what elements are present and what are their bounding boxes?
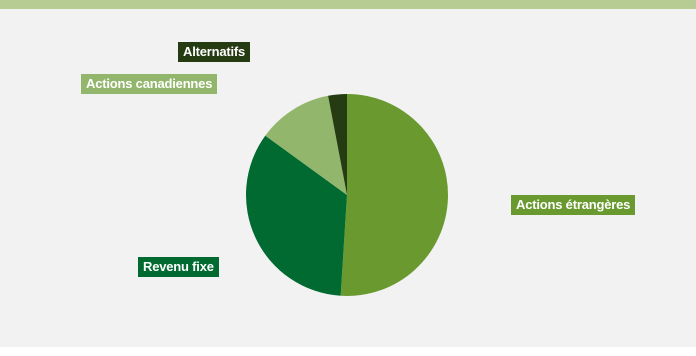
pie-slice-actions-trang-res [340, 94, 449, 296]
slice-label-actions-canadiennes: Actions canadiennes [81, 74, 218, 94]
slice-label-actions-etrangeres: Actions étrangères [511, 195, 636, 215]
pie-slice-actions-canadiennes [265, 95, 347, 195]
pie-slice-alternatifs [328, 94, 347, 195]
footer-strip [0, 347, 696, 356]
header-bar [0, 0, 696, 9]
pie-slice-revenu-fixe [245, 135, 347, 296]
slice-label-revenu-fixe: Revenu fixe [138, 257, 219, 277]
slice-label-alternatifs: Alternatifs [178, 42, 251, 62]
pie-slices [245, 94, 449, 296]
